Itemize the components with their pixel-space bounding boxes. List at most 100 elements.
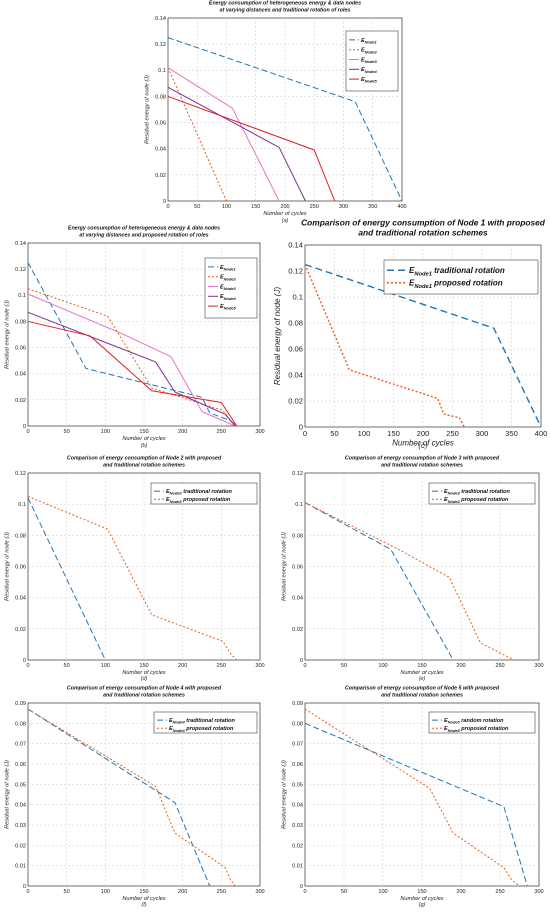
- x-tick-label: 250: [446, 429, 459, 438]
- legend-entry-subscript: Node3: [448, 491, 461, 496]
- x-tick-label: 150: [251, 204, 260, 210]
- x-tick-label: 0: [303, 429, 307, 438]
- y-tick-label: 0.14: [15, 241, 26, 247]
- x-tick-label: 100: [222, 204, 231, 210]
- legend-entry: ENode2 traditional rotation: [166, 489, 233, 496]
- series-line-node2: [167, 67, 227, 202]
- x-tick-label: 300: [476, 429, 489, 438]
- y-tick-label: 0.06: [292, 762, 303, 768]
- y-tick-label: 0.02: [292, 843, 303, 849]
- legend-entry-subscript: Node5: [448, 728, 461, 733]
- legend-entry-subscript: Node2: [170, 491, 183, 496]
- legend-entry-suffix: traditional rotation: [185, 718, 236, 724]
- legend-entry-suffix: proposed rotation: [182, 497, 231, 503]
- legend-entry-subscript: Node4: [224, 296, 237, 301]
- x-tick-label: 200: [178, 429, 187, 435]
- x-tick-label: 150: [417, 889, 426, 895]
- y-tick-label: 0.1: [295, 502, 303, 508]
- chart-title-line: Comparison of energy consumption of Node…: [67, 686, 222, 692]
- x-tick-label: 300: [534, 889, 543, 895]
- legend-entry-subscript: Node3: [365, 59, 378, 64]
- legend-entry-subscript: Node2: [224, 276, 237, 281]
- y-tick-label: 0.1: [158, 68, 166, 74]
- legend-entry-subscript: Node1: [414, 271, 432, 277]
- legend-entry-subscript: Node2: [365, 49, 378, 54]
- y-tick-label: 0.06: [288, 345, 303, 354]
- y-tick-label: 0.14: [288, 241, 303, 250]
- x-tick-label: 0: [166, 204, 169, 210]
- x-tick-label: 0: [303, 663, 306, 669]
- y-tick-label: 0.04: [292, 596, 303, 602]
- legend-entry: ENode1: [361, 38, 377, 45]
- legend-entry-suffix: random rotation: [460, 718, 504, 724]
- x-tick-label: 100: [101, 429, 110, 435]
- y-tick-label: 0.1: [18, 293, 26, 299]
- chart-panel-a: Energy consumption of heterogeneous ener…: [144, 1, 406, 224]
- series-line-node5-random: [304, 722, 528, 887]
- y-tick-label: 0.04: [15, 596, 26, 602]
- legend-entry: ENode2: [361, 48, 378, 55]
- y-tick-label: 0.09: [15, 701, 26, 707]
- x-tick-label: 150: [417, 663, 426, 669]
- legend-entry-symbol: E: [409, 279, 415, 288]
- y-axis-label: Residual energy of node (J): [273, 287, 282, 386]
- chart-title-line: Comparison of energy consumption of Node…: [345, 456, 500, 462]
- legend-entry: ENode1 traditional rotation: [409, 266, 505, 277]
- legend-entry-suffix: traditional rotation: [432, 266, 505, 275]
- panel-caption: (e): [419, 676, 426, 682]
- series-line-node2-traditional: [27, 497, 106, 661]
- legend-entry: ENode4 traditional rotation: [169, 718, 236, 725]
- y-axis-label: Residual energy of node (J): [281, 760, 287, 829]
- x-axis-label: Number of cycles: [400, 896, 443, 902]
- x-tick-label: 150: [139, 663, 148, 669]
- legend-entry-symbol: E: [444, 726, 448, 732]
- legend-entry-symbol: E: [444, 718, 448, 724]
- y-tick-label: 0.09: [292, 701, 303, 707]
- y-tick-label: 0.02: [288, 397, 303, 406]
- y-tick-label: 0.06: [155, 121, 166, 127]
- x-tick-label: 400: [397, 204, 406, 210]
- legend-entry: ENode5: [361, 77, 378, 84]
- y-tick-label: 0: [299, 423, 303, 432]
- y-tick-label: 0.1: [292, 293, 303, 302]
- y-tick-label: 0.12: [155, 42, 166, 48]
- x-tick-label: 250: [310, 204, 319, 210]
- legend-entry-suffix: traditional rotation: [182, 489, 233, 495]
- y-tick-label: 0.08: [15, 533, 26, 539]
- x-tick-label: 200: [456, 889, 465, 895]
- legend-entry: ENode4: [361, 67, 378, 74]
- y-tick-label: 0.06: [292, 564, 303, 570]
- x-tick-label: 150: [139, 889, 148, 895]
- chart-panel-d: Comparison of energy consumption of Node…: [4, 456, 264, 682]
- chart-title-line: Comparison of energy consumption of Node…: [67, 456, 222, 462]
- y-axis-label: Residual energy of node (J): [281, 532, 287, 601]
- legend-entry-symbol: E: [361, 77, 365, 83]
- legend-entry-suffix: proposed rotation: [460, 497, 509, 503]
- series-line-node3: [27, 293, 236, 427]
- x-tick-label: 150: [139, 429, 148, 435]
- y-tick-label: 0.04: [15, 372, 26, 378]
- x-axis-label: Number of cycles: [400, 670, 443, 676]
- legend-entry-symbol: E: [220, 304, 224, 310]
- series-line-node5: [27, 320, 238, 427]
- legend-entry: ENode2: [220, 275, 237, 282]
- legend-entry-subscript: Node4: [173, 728, 186, 733]
- y-tick-label: 0.03: [15, 823, 26, 829]
- series-line-node4: [167, 86, 306, 202]
- legend-box: [204, 257, 258, 319]
- legend-entry: ENode3: [220, 284, 237, 291]
- x-tick-label: 50: [341, 889, 347, 895]
- legend-box: [153, 711, 258, 734]
- legend-box: [428, 711, 536, 734]
- series-line-node4: [27, 311, 236, 427]
- legend-entry-subscript: Node4: [173, 720, 186, 725]
- legend-box: [345, 30, 399, 92]
- y-tick-label: 0.12: [15, 267, 26, 273]
- x-tick-label: 0: [26, 889, 29, 895]
- x-tick-label: 200: [456, 663, 465, 669]
- legend-entry-symbol: E: [361, 38, 365, 44]
